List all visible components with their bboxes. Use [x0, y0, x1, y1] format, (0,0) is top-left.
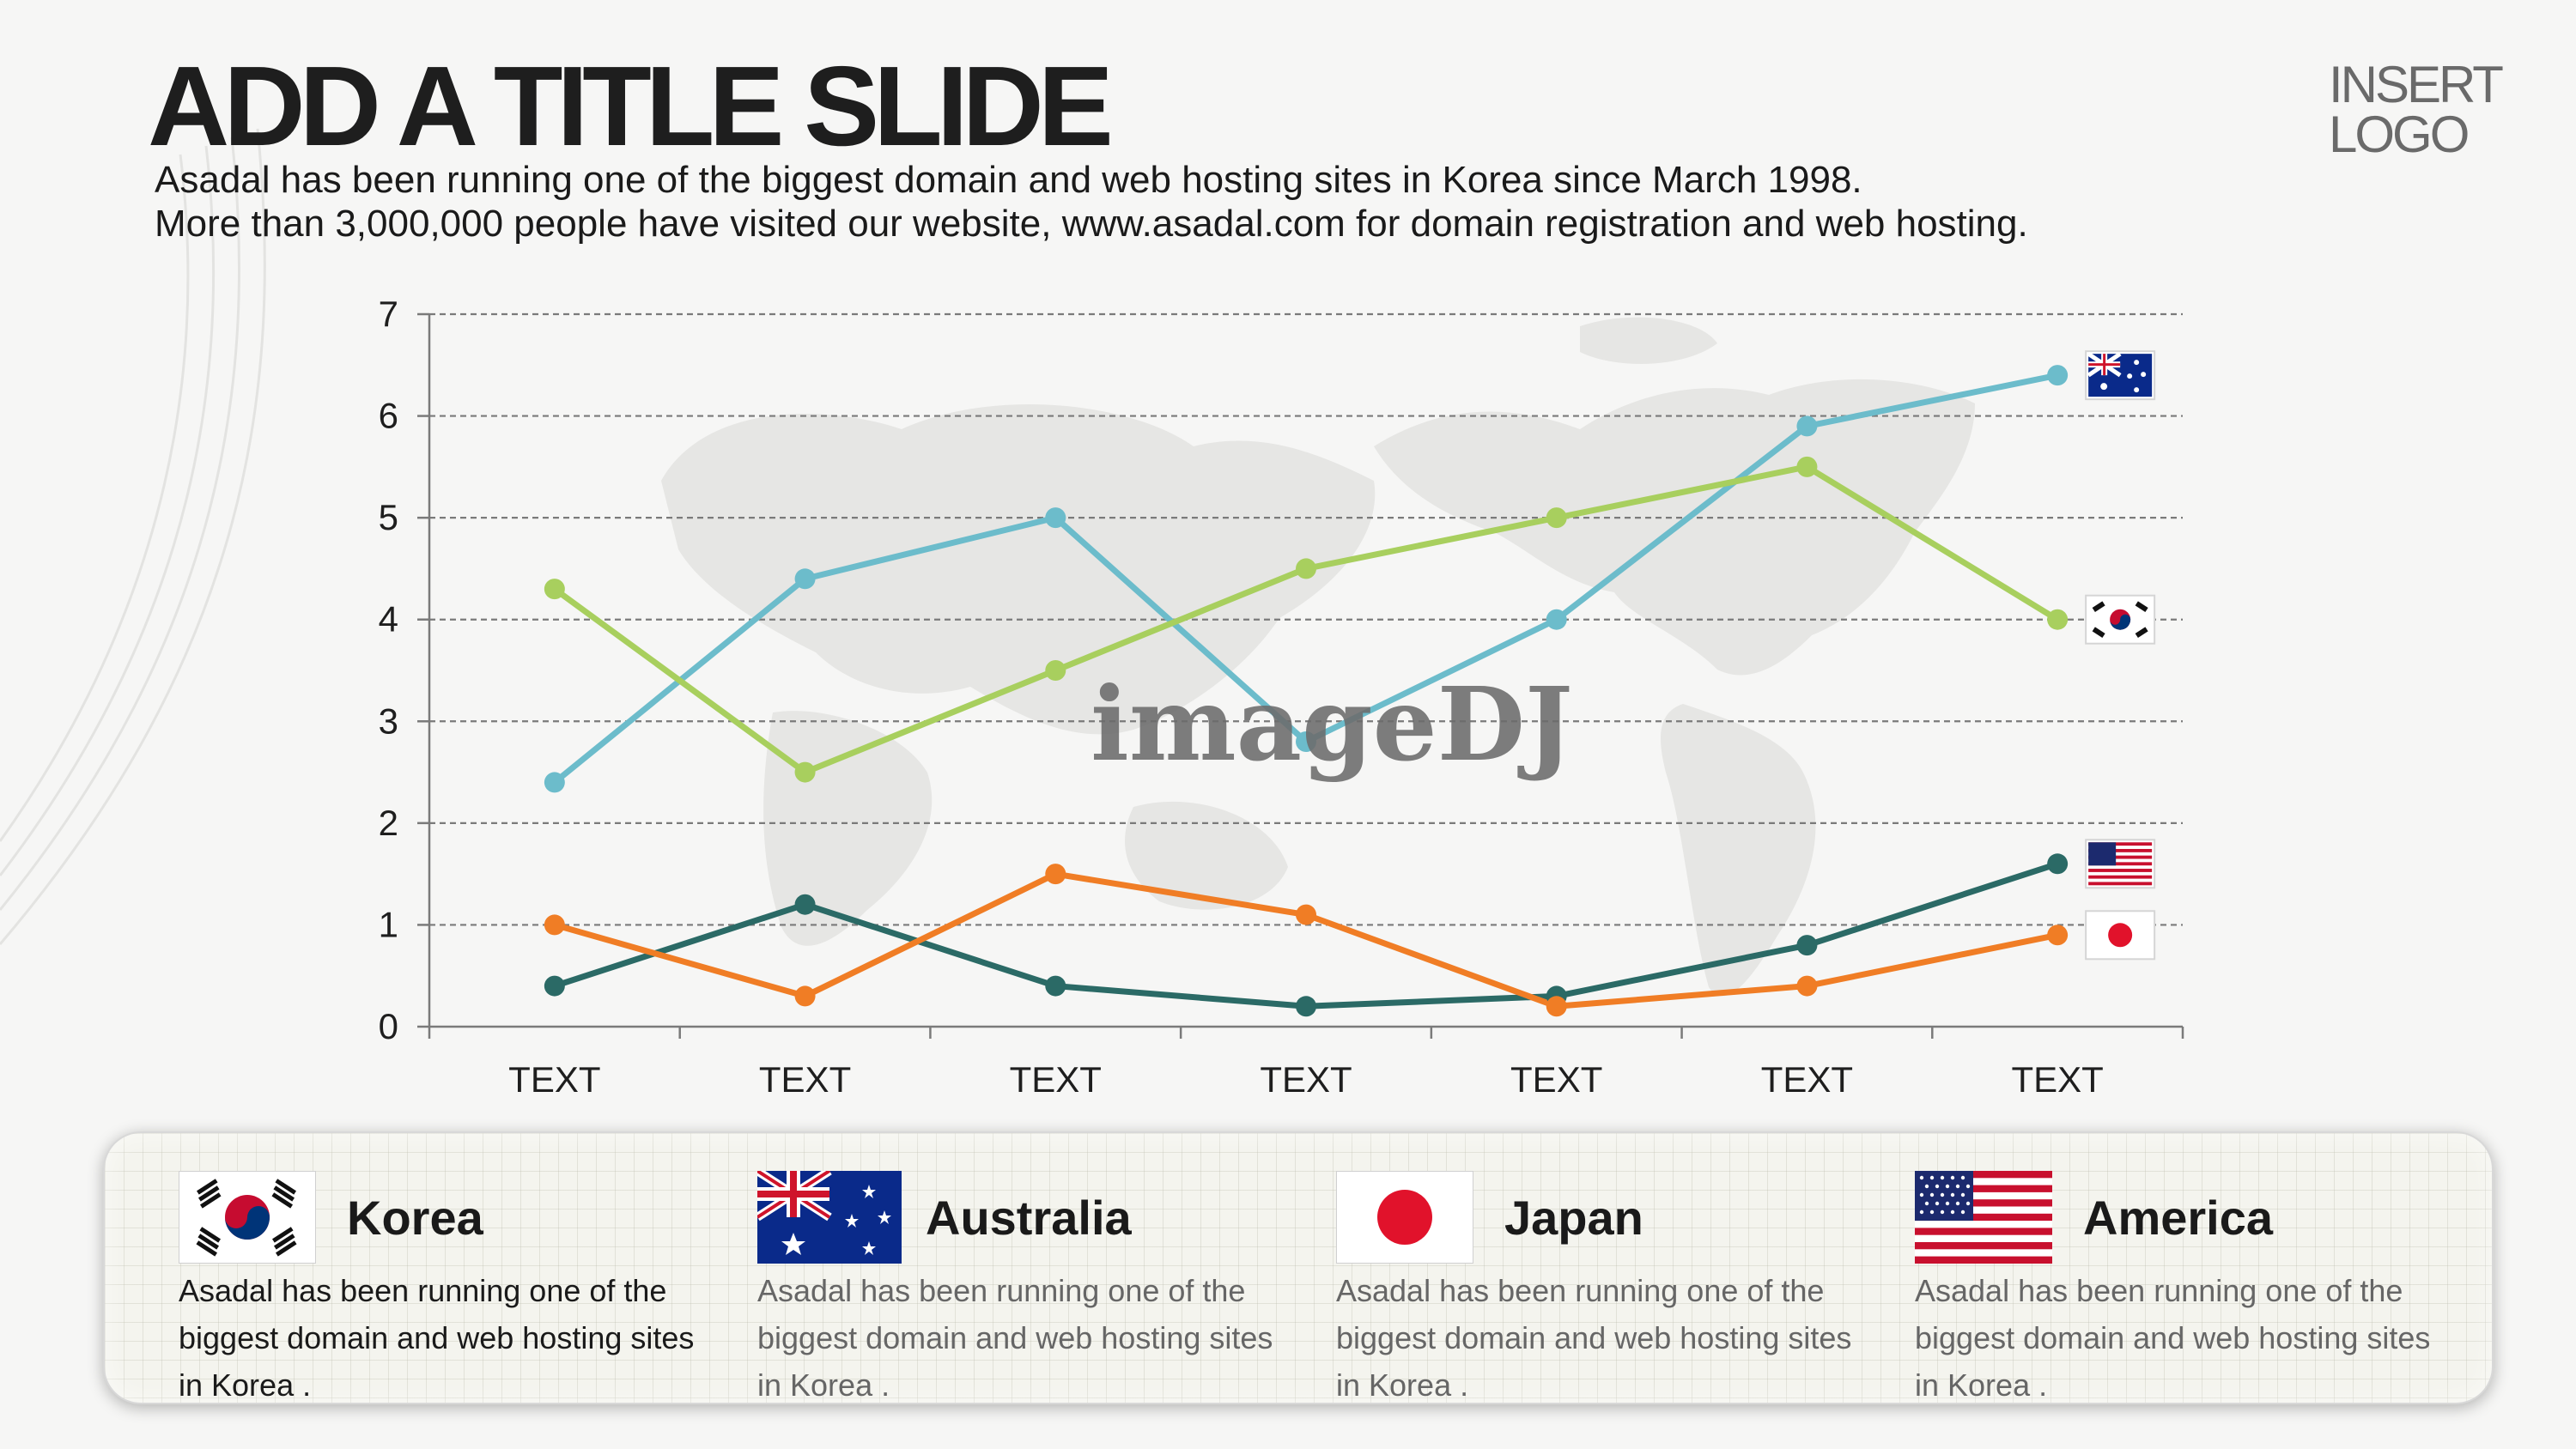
y-tick-label: 1 [379, 904, 398, 944]
country-description: Asadal has been running one of the bigge… [179, 1273, 695, 1403]
data-point-japan [794, 985, 816, 1007]
x-tick-label: TEXT [759, 1059, 851, 1100]
data-point-australia [2047, 365, 2069, 386]
y-tick-label: 5 [379, 497, 398, 537]
data-point-australia [1045, 507, 1066, 529]
y-tick-label: 4 [379, 599, 398, 640]
data-point-america [2047, 853, 2069, 875]
data-point-korea [1296, 558, 1316, 579]
data-point-korea [544, 579, 565, 600]
x-tick-label: TEXT [1010, 1059, 1102, 1100]
x-axis-ticks: TEXT TEXT TEXT TEXT TEXT TEXT TEXT [508, 1059, 2104, 1100]
flag-stripe [2088, 842, 2153, 846]
line-chart: 0 1 2 3 4 5 6 7 TEXT TEXT TEXT TEXT TEXT TEXT TEXT im… [379, 294, 2184, 1100]
australia-flag-icon [757, 1171, 902, 1264]
x-tick-label: TEXT [508, 1059, 600, 1100]
subtitle-line: More than 3,000,000 people have visited … [155, 203, 2028, 245]
world-map-silhouette [661, 317, 1975, 997]
subtitle: Asadal has been running one of the bigge… [155, 158, 2387, 246]
flag-trigram [2092, 601, 2105, 613]
flag-trigram [2135, 627, 2148, 639]
flag-canton [2088, 842, 2117, 866]
australia-flag-icon [2085, 350, 2156, 401]
logo-line: LOGO [2329, 106, 2470, 163]
chart-gridlines [429, 312, 2183, 926]
data-point-japan [1546, 996, 1567, 1017]
usa-flag-icon [2085, 839, 2156, 889]
x-tick-label: TEXT [1510, 1059, 1602, 1100]
data-point-japan [544, 914, 565, 936]
data-point-america [1796, 935, 1818, 956]
logo-line: INSERT [2329, 56, 2504, 113]
logo-placeholder: INSERT LOGO [2329, 56, 2504, 163]
flag-star [2127, 373, 2133, 379]
data-point-japan [1296, 904, 1316, 925]
flag-stripe [2088, 855, 2153, 859]
watermark-text: imageDJ [1091, 664, 1573, 784]
flag-stripe [2088, 848, 2153, 852]
data-point-korea [2047, 609, 2069, 630]
flag-star [2134, 387, 2140, 393]
chart-series [544, 365, 2069, 1017]
data-point-korea [794, 761, 816, 783]
flag-trigram [2092, 627, 2105, 639]
country-description: Asadal has been running one of the bigge… [1915, 1273, 2431, 1403]
y-tick-label: 6 [379, 396, 398, 436]
flag-star [2134, 360, 2140, 366]
country-description: Asadal has been running one of the bigge… [1336, 1273, 1852, 1403]
flag-trigram [2135, 601, 2148, 613]
page-title: ADD A TITLE SLIDE [148, 43, 1114, 169]
series-end-flags [2085, 350, 2156, 961]
data-point-korea [1546, 507, 1567, 529]
series-line-america [553, 860, 2059, 1009]
data-point-australia [1796, 415, 1818, 437]
data-point-australia [544, 772, 565, 793]
y-axis-ticks: 0 1 2 3 4 5 6 7 [379, 294, 398, 1046]
japan-flag-icon [1336, 1171, 1473, 1264]
flag-cross [2088, 363, 2121, 367]
flag-stripe [2088, 869, 2153, 872]
data-point-america [1296, 996, 1316, 1017]
country-legend-panel: Korea Asadal has been running one of the… [103, 1131, 2494, 1404]
flag-sun [2108, 923, 2133, 948]
data-point-korea [1796, 456, 1818, 477]
x-tick-label: TEXT [1761, 1059, 1853, 1100]
subtitle-line: Asadal has been running one of the bigge… [155, 159, 1862, 201]
country-description: Asadal has been running one of the bigge… [757, 1273, 1273, 1403]
data-point-japan [2047, 925, 2069, 946]
data-point-japan [1045, 864, 1066, 885]
y-tick-label: 2 [379, 803, 398, 843]
data-point-america [1045, 975, 1066, 997]
flag-star [2100, 383, 2108, 391]
data-point-australia [1296, 731, 1316, 752]
data-point-australia [1546, 609, 1567, 630]
flag-stripe [2088, 882, 2153, 886]
data-point-america [794, 894, 816, 915]
country-name: Korea [347, 1191, 483, 1245]
flag-stripe [2088, 875, 2153, 879]
country-name: America [2083, 1191, 2274, 1245]
japan-flag-icon [2085, 910, 2156, 961]
data-point-japan [1796, 975, 1818, 997]
korea-flag-icon [179, 1171, 316, 1264]
y-tick-label: 7 [379, 294, 398, 334]
x-tick-label: TEXT [2011, 1059, 2103, 1100]
flag-stripe [2088, 862, 2153, 866]
x-tick-label: TEXT [1260, 1059, 1352, 1100]
korea-flag-icon [2085, 594, 2156, 645]
y-tick-label: 3 [379, 700, 398, 741]
country-name: Australia [926, 1191, 1132, 1245]
data-point-korea [1045, 660, 1066, 681]
chart-axes [417, 312, 2184, 1039]
data-point-australia [794, 568, 816, 590]
usa-flag-icon [1915, 1171, 2052, 1264]
data-point-america [544, 975, 565, 997]
flag-star [2141, 372, 2147, 378]
flag-taegeuk [2110, 614, 2131, 630]
country-name: Japan [1504, 1191, 1643, 1245]
y-tick-label: 0 [379, 1006, 398, 1046]
